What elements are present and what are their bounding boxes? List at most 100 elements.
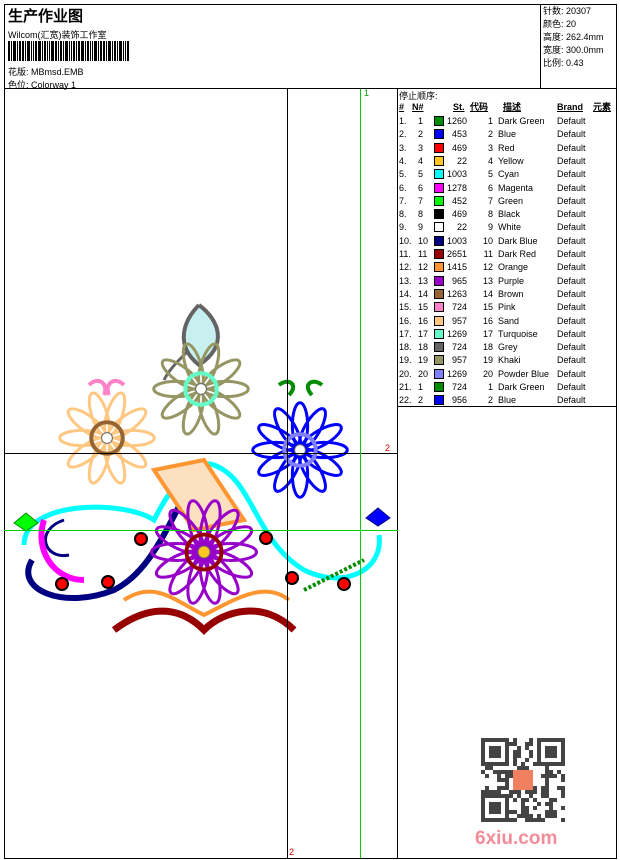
brand: Default [557, 342, 586, 353]
brand: Default [557, 275, 586, 286]
table-row: 3. 3 469 3 Red Default [398, 142, 617, 155]
barcode-bar [108, 41, 111, 61]
qr-module [549, 746, 553, 750]
qr-module [505, 754, 509, 758]
qr-module [549, 754, 553, 758]
qr-module [505, 762, 509, 766]
qr-module [497, 794, 501, 798]
qr-module [561, 786, 565, 790]
page-title: 生产作业图 [8, 8, 84, 25]
watermark-logo: 6xiu.com [475, 828, 558, 849]
barcode-bar [22, 41, 24, 61]
color-swatch [434, 235, 444, 246]
color-code: 16 [482, 315, 493, 326]
color-code: 6 [487, 182, 493, 193]
brand: Default [557, 169, 586, 180]
qr-module [505, 814, 509, 818]
magenta-band [38, 519, 85, 583]
stitch-count: 1263 [446, 288, 467, 299]
qr-module [533, 806, 537, 810]
qr-module [545, 814, 549, 818]
color-swatch [434, 262, 444, 273]
table-row: 15. 15 724 15 Pink Default [398, 301, 617, 314]
width-info: 宽度: 300.0mm [543, 45, 604, 55]
pattern-value: MBmsd.EMB [31, 67, 84, 77]
qr-module [537, 742, 541, 746]
qr-module [489, 802, 493, 806]
stitch-count: 469 [451, 142, 467, 153]
sheet-frame [4, 4, 617, 859]
barcode-bar [127, 41, 129, 61]
qr-module [533, 818, 537, 822]
vertical-marker-label: 2 [289, 847, 295, 857]
qr-module [549, 814, 553, 818]
needle-number: 17 [418, 328, 429, 339]
qr-module [553, 814, 557, 818]
red-dot [134, 532, 148, 546]
barcode-bar [71, 41, 72, 61]
qr-module [481, 798, 485, 802]
barcode-bar [49, 41, 50, 61]
color-name: Purple [498, 275, 525, 286]
qr-logo-stamp [513, 770, 533, 790]
qr-module [517, 794, 521, 798]
color-code: 1 [487, 382, 493, 392]
brand: Default [557, 249, 586, 259]
stitch-count: 1415 [446, 262, 467, 273]
row-index: 11. [399, 249, 411, 259]
color-name: Cyan [498, 169, 520, 180]
row-index: 6. [399, 182, 407, 193]
qr-module [513, 742, 517, 746]
qr-module [521, 798, 525, 802]
qr-module [509, 770, 513, 774]
qr-module [541, 762, 545, 766]
qr-module [549, 750, 553, 754]
barcode-bar [17, 41, 18, 61]
qr-module [489, 790, 493, 794]
column-header: 元素 [593, 102, 612, 112]
qr-module [501, 794, 505, 798]
qr-module [545, 786, 549, 790]
table-row: 5. 5 1003 5 Cyan Default [398, 168, 617, 181]
brand: Default [557, 288, 586, 299]
qr-module [561, 774, 565, 778]
qr-module [521, 802, 525, 806]
stitch-count: 2651 [446, 249, 467, 259]
qr-module [525, 746, 529, 750]
qr-module [509, 818, 513, 822]
qr-module [485, 818, 489, 822]
info-box: 针数: 20307 颜色: 20 高度: 262.4mm 宽度: 300.0mm… [540, 4, 617, 88]
table-row: 4. 4 22 4 Yellow Default [398, 155, 617, 168]
color-swatch [434, 182, 444, 193]
color-code: 17 [482, 328, 493, 339]
needle-number: 15 [418, 302, 429, 313]
qr-module [505, 818, 509, 822]
qr-module [501, 778, 505, 782]
color-code: 2 [487, 395, 493, 406]
color-swatch [434, 209, 444, 220]
qr-module [545, 790, 549, 794]
qr-module [513, 762, 517, 766]
qr-module [553, 738, 557, 742]
barcode-bar [81, 41, 84, 61]
table-row: 9. 9 22 9 White Default [398, 221, 617, 234]
color-name: Brown [498, 288, 524, 299]
barcode-bar [94, 41, 97, 61]
stitch-count: 1278 [446, 182, 467, 193]
row-index: 1. [399, 116, 407, 126]
qr-module [541, 786, 545, 790]
guide-horizontal-green [4, 530, 398, 531]
stitch-count: 22 [456, 222, 467, 233]
brand: Default [557, 355, 586, 366]
qr-module [561, 794, 565, 798]
color-name: Dark Blue [498, 235, 538, 246]
qr-module [505, 810, 509, 814]
qr-module [561, 754, 565, 758]
color-code: 20 [482, 368, 493, 379]
qr-code [481, 738, 565, 822]
qr-module [517, 766, 521, 770]
barcode-bar [90, 41, 91, 61]
qr-module [481, 770, 485, 774]
qr-module [549, 738, 553, 742]
needle-number: 12 [418, 262, 429, 273]
